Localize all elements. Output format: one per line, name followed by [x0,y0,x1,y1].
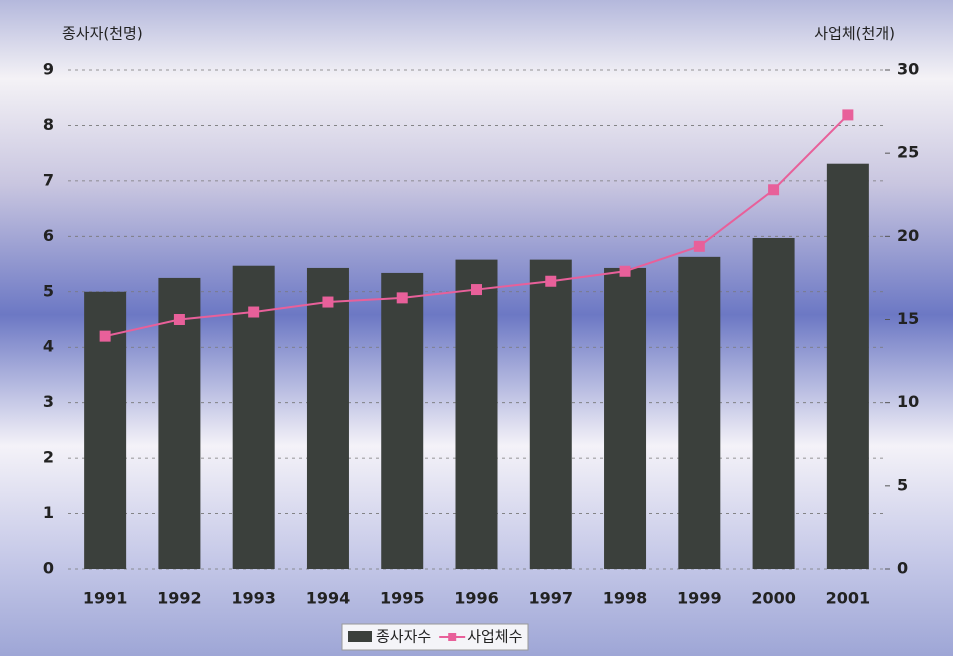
line-marker [693,240,705,252]
y-tick-label: 7 [43,170,54,189]
y2-tick-label: 0 [897,559,908,578]
x-tick-label: 1999 [677,589,722,608]
line-marker [768,184,780,196]
y-tick-label: 2 [43,448,54,467]
legend-swatch [348,631,372,642]
bar [678,256,721,569]
y-tick-label: 9 [43,60,54,79]
x-tick-label: 1997 [529,589,574,608]
y2-tick-label: 25 [897,143,919,162]
legend: 종사자수 사업체수 [341,623,529,651]
legend-label: 사업체수 [467,628,522,646]
x-tick-label: 1998 [603,589,648,608]
y-tick-label: 1 [43,503,54,522]
y2-tick-label: 20 [897,226,919,245]
x-tick-label: 1995 [380,589,425,608]
y-tick-label: 4 [43,337,54,356]
line-marker [545,275,557,287]
line-marker [842,109,854,121]
bar [158,277,201,569]
legend-swatch-marker [448,633,457,641]
y-tick-label: 8 [43,115,54,134]
y-tick-label: 6 [43,226,54,245]
y2-tick-label: 5 [897,475,908,494]
bar [306,267,349,569]
x-tick-label: 1991 [83,589,128,608]
bar [529,259,572,569]
bar [826,163,869,569]
x-tick-label: 2000 [751,589,796,608]
bar [604,267,647,569]
y-axis-title: 종사자(천명) [62,25,143,43]
line-marker [99,330,111,342]
line-marker [396,292,408,304]
x-tick-label: 1992 [157,589,202,608]
bar [381,272,424,569]
line-marker [173,314,185,325]
y-tick-label: 0 [43,559,54,578]
line-marker [322,296,334,308]
line-marker [471,284,482,296]
legend-frame [341,623,529,651]
bar [752,237,795,569]
x-tick-label: 1994 [306,589,351,608]
legend-label: 종사자수 [376,628,431,646]
line-marker [619,265,631,277]
x-tick-label: 1996 [454,589,499,608]
bar [455,259,498,569]
line-marker [248,306,260,318]
y2-tick-label: 10 [897,392,919,411]
y-tick-label: 5 [43,281,54,300]
x-tick-label: 2001 [826,589,871,608]
y2-axis-title: 사업체(천개) [814,25,895,43]
y-tick-label: 3 [43,392,54,411]
y2-tick-label: 15 [897,309,919,328]
x-tick-label: 1993 [231,589,276,608]
y2-tick-label: 30 [897,60,919,79]
